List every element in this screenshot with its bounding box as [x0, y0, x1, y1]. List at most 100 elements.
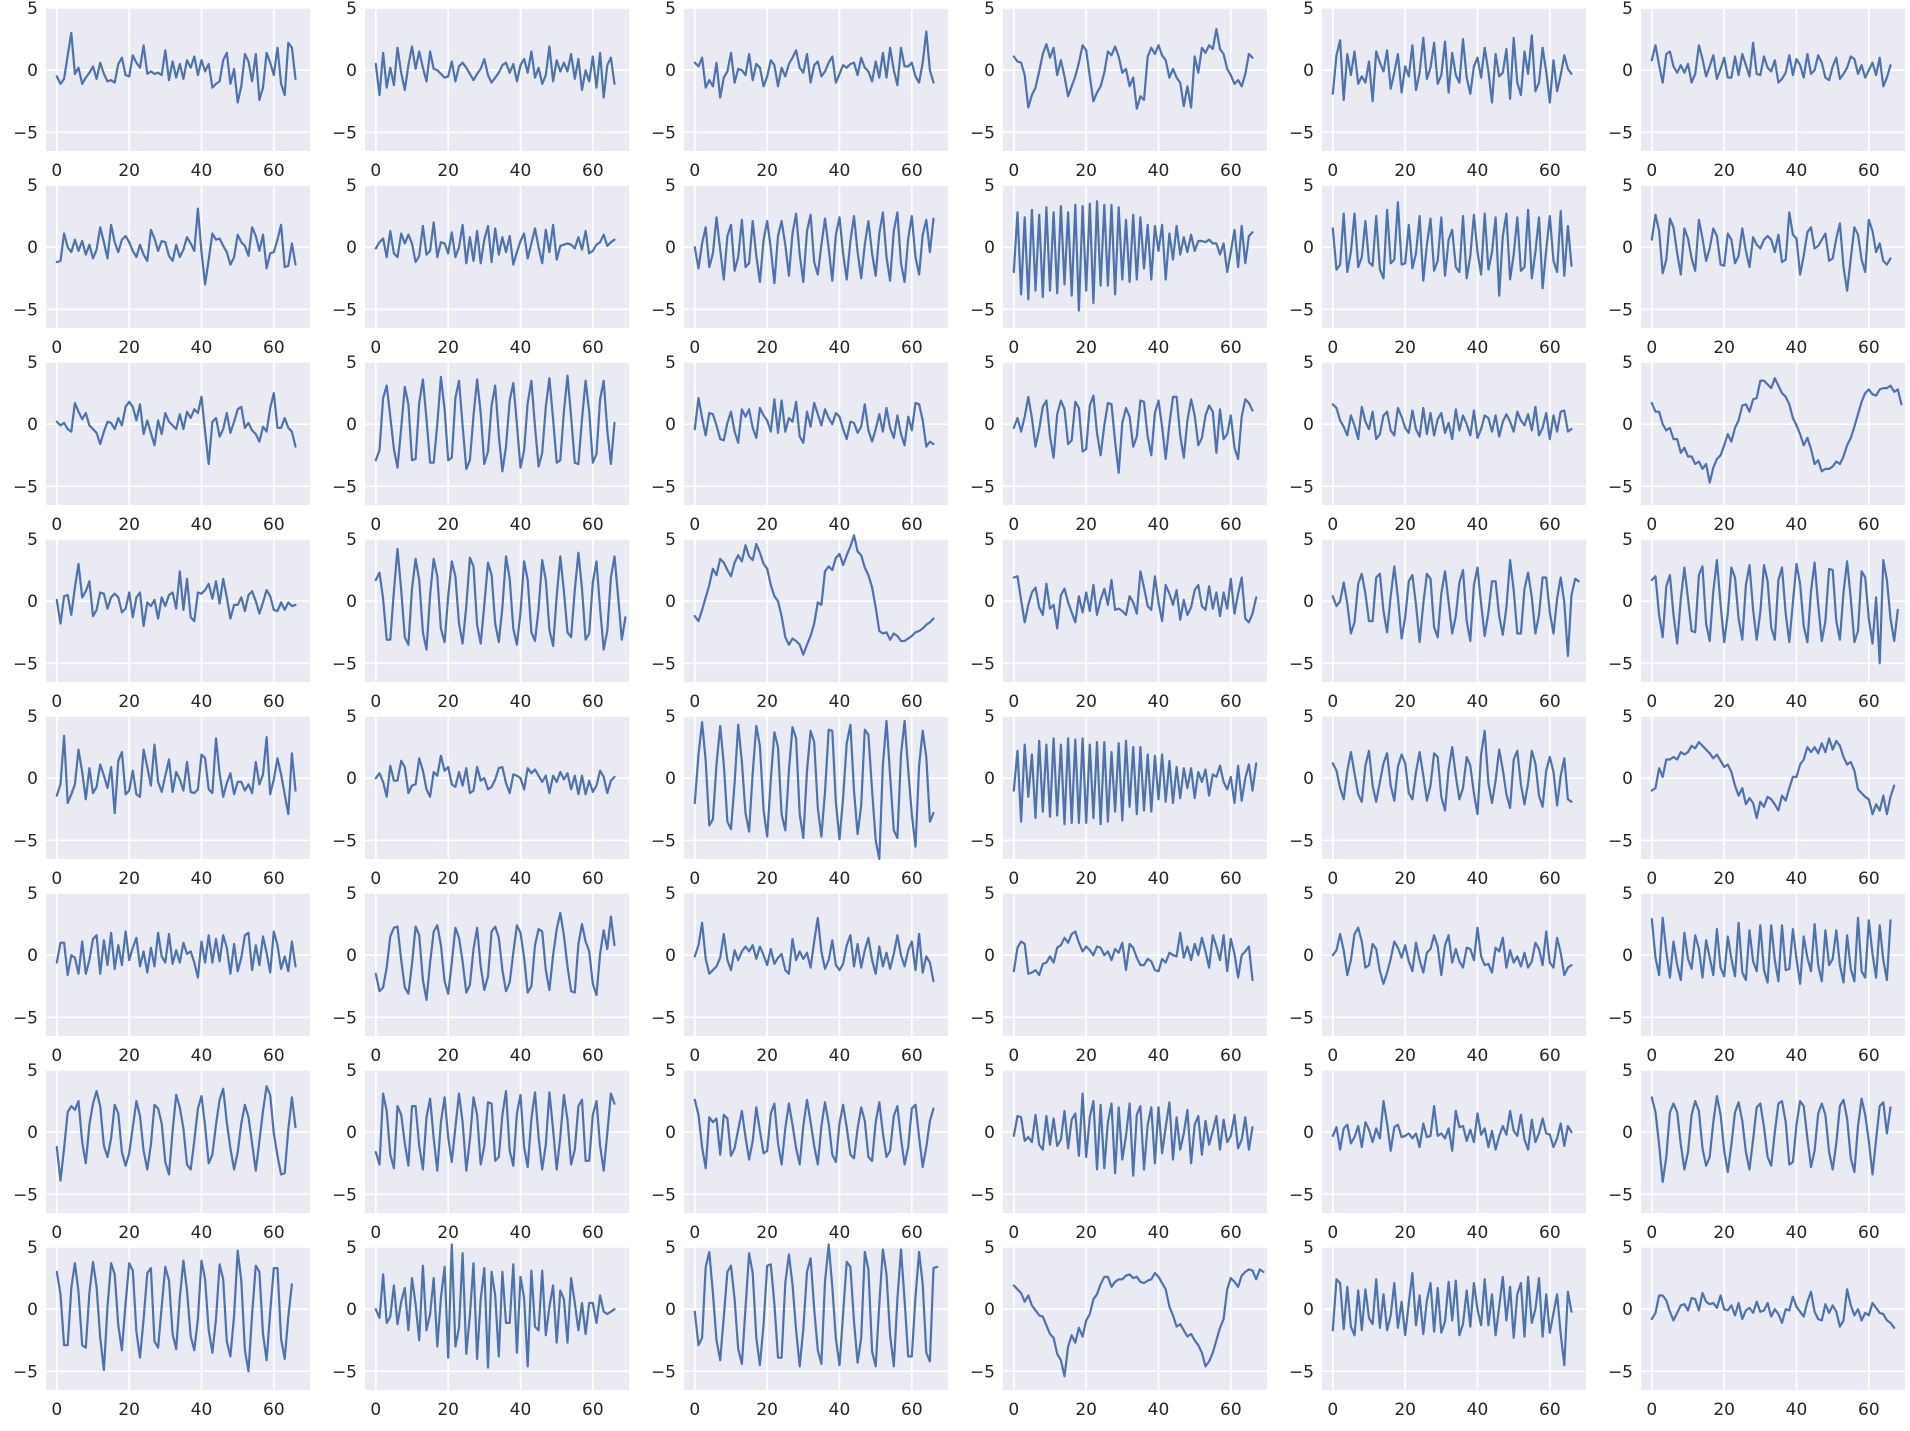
series-line — [1331, 34, 1573, 104]
x-tick-label: 40 — [829, 161, 851, 181]
plot-area — [365, 362, 629, 505]
plot-area — [1003, 893, 1267, 1036]
y-tick-label: 5 — [1303, 530, 1314, 550]
y-tick-label: −5 — [1608, 1008, 1633, 1028]
y-tick-label: −5 — [970, 1185, 995, 1205]
x-tick-label: 40 — [1148, 692, 1170, 712]
y-tick-label: −5 — [1608, 300, 1633, 320]
x-tick-label: 60 — [1858, 1223, 1880, 1243]
series-line — [693, 534, 935, 656]
x-tick-label: 0 — [1008, 869, 1019, 889]
x-tick-label: 60 — [582, 515, 604, 535]
series-line — [1650, 41, 1892, 88]
subplot-r7-c3: 5 0 −5 0 20 40 60 — [651, 1061, 948, 1243]
x-tick-label: 0 — [1008, 338, 1019, 358]
y-tick-label: 0 — [27, 592, 38, 612]
y-tick-label: 0 — [346, 415, 357, 435]
y-tick-label: −5 — [1289, 1008, 1314, 1028]
subplot-r4-c3: 5 0 −5 0 20 40 60 — [651, 530, 948, 712]
plot-area — [684, 185, 948, 328]
x-tick-label: 20 — [1394, 692, 1416, 712]
y-tick-label: 0 — [1303, 238, 1314, 258]
y-tick-label: −5 — [1608, 477, 1633, 497]
series-line — [1331, 558, 1580, 658]
series-line — [55, 562, 297, 628]
y-tick-label: −5 — [1289, 123, 1314, 143]
x-tick-label: 60 — [1220, 869, 1242, 889]
y-tick-label: −5 — [1289, 300, 1314, 320]
plot-area — [1322, 716, 1586, 859]
subplot-r6-c5: 5 0 −5 0 20 40 60 — [1289, 884, 1586, 1066]
y-tick-label: 0 — [1303, 1123, 1314, 1143]
x-tick-label: 40 — [1467, 338, 1489, 358]
series-line — [1331, 1099, 1573, 1152]
x-tick-label: 40 — [1467, 1223, 1489, 1243]
subplot-r6-c2: 5 0 −5 0 20 40 60 — [332, 884, 629, 1066]
y-tick-label: 5 — [984, 530, 995, 550]
x-tick-label: 0 — [370, 338, 381, 358]
subplot-r2-c6: 5 0 −5 0 20 40 60 — [1608, 176, 1905, 358]
x-tick-label: 40 — [510, 1046, 532, 1066]
x-tick-label: 0 — [1327, 869, 1338, 889]
x-tick-label: 0 — [370, 1046, 381, 1066]
y-tick-label: 0 — [1622, 769, 1633, 789]
y-tick-label: 5 — [1622, 353, 1633, 373]
x-tick-label: 0 — [689, 338, 700, 358]
x-tick-label: 40 — [829, 515, 851, 535]
y-tick-label: −5 — [13, 1185, 38, 1205]
x-tick-label: 20 — [1075, 515, 1097, 535]
y-tick-label: 5 — [665, 707, 676, 727]
x-tick-label: 40 — [1467, 1046, 1489, 1066]
y-tick-label: 0 — [984, 946, 995, 966]
y-tick-label: −5 — [332, 1185, 357, 1205]
x-tick-label: 60 — [263, 161, 285, 181]
series-line — [693, 397, 935, 448]
y-tick-label: 5 — [1303, 176, 1314, 196]
x-tick-label: 40 — [191, 161, 213, 181]
x-tick-label: 40 — [191, 1400, 213, 1420]
x-tick-label: 40 — [1148, 338, 1170, 358]
x-tick-label: 20 — [1394, 1400, 1416, 1420]
x-tick-label: 60 — [1539, 338, 1561, 358]
series-line — [55, 1085, 297, 1182]
series-line — [693, 916, 935, 983]
y-tick-label: 0 — [1622, 415, 1633, 435]
y-tick-label: −5 — [332, 1008, 357, 1028]
x-tick-label: 0 — [370, 1223, 381, 1243]
x-tick-label: 20 — [118, 161, 140, 181]
x-tick-label: 20 — [1713, 338, 1735, 358]
x-tick-label: 40 — [1148, 869, 1170, 889]
x-tick-label: 60 — [263, 1046, 285, 1066]
x-tick-label: 20 — [1075, 1400, 1097, 1420]
y-tick-label: −5 — [332, 123, 357, 143]
series-line — [1331, 1271, 1573, 1367]
x-tick-label: 60 — [582, 338, 604, 358]
subplot-r7-c6: 5 0 −5 0 20 40 60 — [1608, 1061, 1905, 1243]
y-tick-label: 5 — [984, 176, 995, 196]
x-tick-label: 60 — [1539, 161, 1561, 181]
y-tick-label: 5 — [27, 530, 38, 550]
x-tick-label: 20 — [118, 869, 140, 889]
x-tick-label: 0 — [689, 1046, 700, 1066]
x-tick-label: 20 — [437, 338, 459, 358]
x-tick-label: 60 — [582, 692, 604, 712]
y-tick-label: 5 — [984, 884, 995, 904]
x-tick-label: 0 — [370, 515, 381, 535]
y-tick-label: 5 — [665, 353, 676, 373]
x-tick-label: 60 — [1220, 1046, 1242, 1066]
series-line — [374, 754, 616, 798]
subplot-r4-c1: 5 0 −5 0 20 40 60 — [13, 530, 310, 712]
x-tick-label: 60 — [1858, 1400, 1880, 1420]
x-tick-label: 20 — [118, 1223, 140, 1243]
series-line — [1012, 930, 1254, 982]
x-tick-label: 60 — [901, 1046, 923, 1066]
y-tick-label: 5 — [346, 1061, 357, 1081]
y-tick-label: 0 — [346, 946, 357, 966]
y-tick-label: 0 — [984, 769, 995, 789]
x-tick-label: 60 — [1220, 692, 1242, 712]
subplot-r5-c1: 5 0 −5 0 20 40 60 — [13, 707, 310, 889]
x-tick-label: 0 — [1646, 1046, 1657, 1066]
x-tick-label: 20 — [118, 515, 140, 535]
x-tick-label: 60 — [1858, 692, 1880, 712]
y-tick-label: 0 — [27, 238, 38, 258]
